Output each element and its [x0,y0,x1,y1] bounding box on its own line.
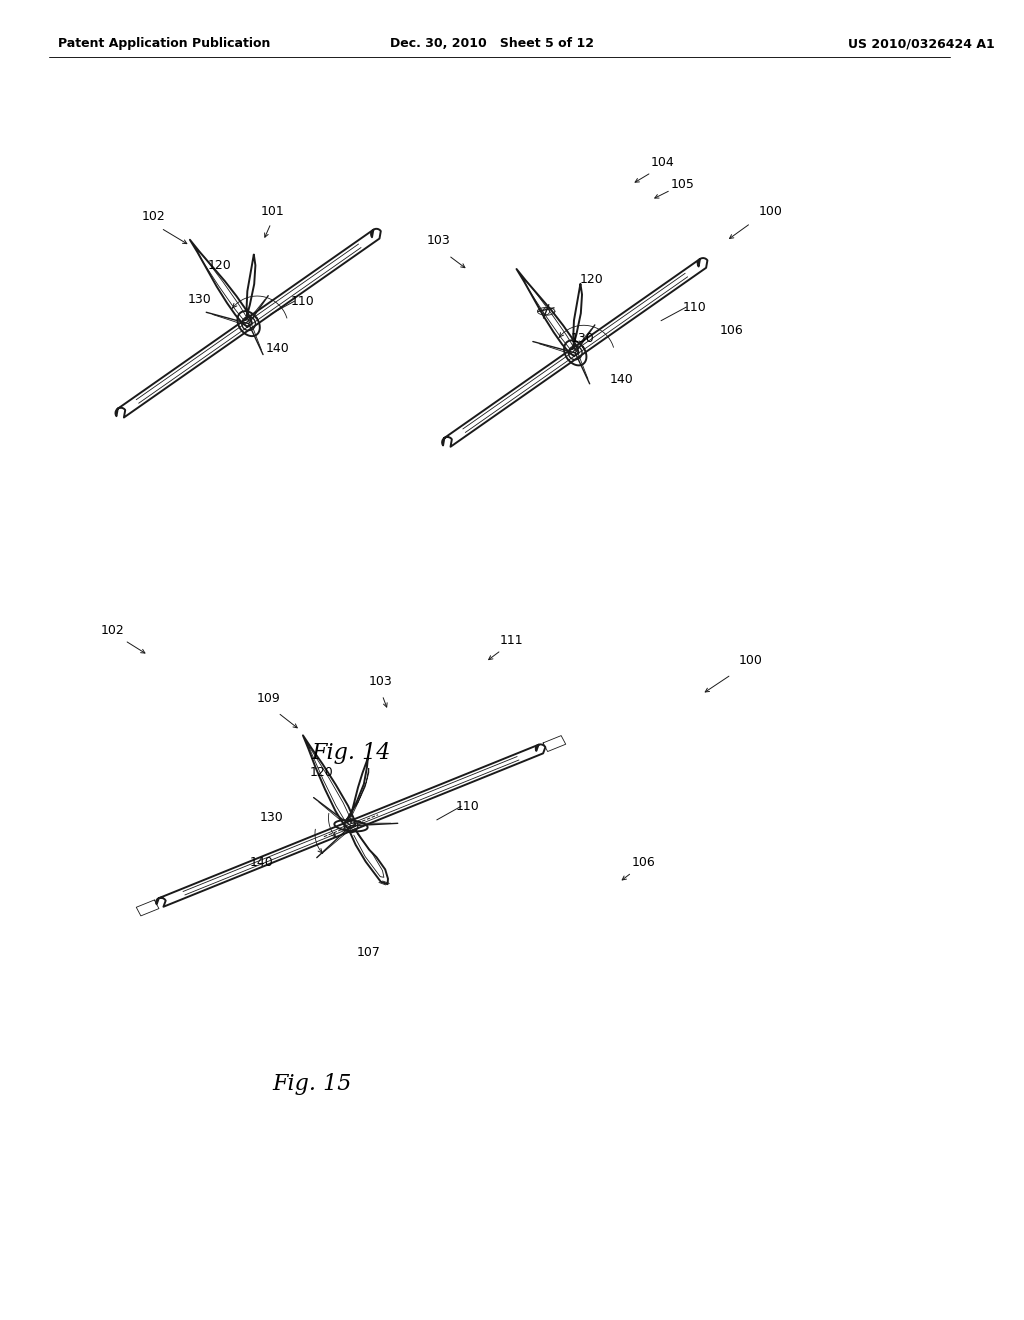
Text: 101: 101 [261,205,285,218]
Text: 100: 100 [759,205,782,218]
Circle shape [344,818,357,833]
Text: 140: 140 [266,342,290,355]
Text: 103: 103 [369,675,392,688]
Text: 140: 140 [610,372,634,385]
Text: 130: 130 [188,293,212,306]
Text: 109: 109 [256,693,280,705]
Text: 110: 110 [456,800,480,813]
Text: 106: 106 [632,857,655,870]
Text: Dec. 30, 2010   Sheet 5 of 12: Dec. 30, 2010 Sheet 5 of 12 [390,37,594,50]
Circle shape [242,317,255,330]
Text: 120: 120 [208,259,231,272]
Text: 111: 111 [500,634,523,647]
Text: 120: 120 [580,273,604,286]
Text: 130: 130 [259,812,283,825]
Text: 110: 110 [682,301,707,314]
Text: US 2010/0326424 A1: US 2010/0326424 A1 [848,37,995,50]
Text: 102: 102 [100,624,124,638]
Text: 102: 102 [141,210,165,223]
Text: 103: 103 [427,234,451,247]
Text: 107: 107 [356,946,381,960]
Text: 140: 140 [250,857,273,870]
Circle shape [568,346,582,360]
Text: 100: 100 [738,653,763,667]
Text: 110: 110 [291,294,314,308]
Text: Fig. 14: Fig. 14 [311,742,391,764]
Text: 104: 104 [651,156,675,169]
Text: 105: 105 [671,178,694,190]
Text: 120: 120 [310,766,334,779]
Text: Fig. 15: Fig. 15 [272,1073,351,1096]
Text: Patent Application Publication: Patent Application Publication [58,37,271,50]
Text: 106: 106 [720,323,743,337]
Text: 130: 130 [571,331,595,345]
